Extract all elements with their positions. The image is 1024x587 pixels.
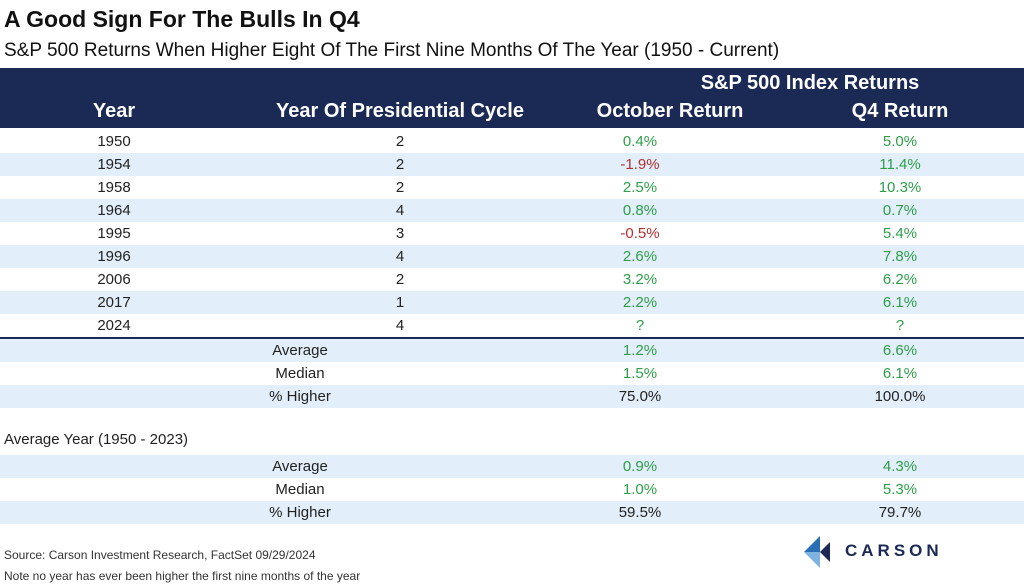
- year-cell: 2006: [97, 271, 131, 288]
- october-return-cell: 2.5%: [622, 179, 658, 196]
- q4-return-cell: 10.3%: [878, 179, 922, 196]
- october-return-cell: -0.5%: [620, 225, 660, 242]
- table-row: 1995 3 -0.5% 5.4%: [0, 222, 1024, 245]
- note-text: Note no year has ever been higher the fi…: [4, 569, 361, 583]
- table-row: 2006 2 3.2% 6.2%: [0, 268, 1024, 291]
- average-year-q4-cell: 79.7%: [878, 504, 922, 521]
- summary-label-cell: % Higher: [269, 388, 331, 405]
- carson-logo: CARSON: [800, 534, 970, 570]
- october-return-cell: 2.2%: [622, 294, 658, 311]
- average-year-label-cell: Average: [272, 458, 328, 475]
- cycle-cell: 2: [395, 179, 405, 196]
- year-cell: 1995: [97, 225, 131, 242]
- summary-q4-cell: 100.0%: [874, 388, 926, 405]
- header-october: October Return: [596, 100, 744, 122]
- table-divider: [0, 337, 1024, 339]
- cycle-cell: 2: [395, 156, 405, 173]
- year-cell: 1996: [97, 248, 131, 265]
- summary-q4-cell: 6.1%: [882, 365, 918, 382]
- table-row: 1996 4 2.6% 7.8%: [0, 245, 1024, 268]
- q4-return-cell: 11.4%: [879, 156, 921, 173]
- table-row: 2024 4??: [0, 314, 1024, 337]
- average-year-row: Average 0.9% 4.3%: [0, 455, 1024, 478]
- october-return-cell: ?: [635, 317, 645, 334]
- year-cell: 1958: [97, 179, 131, 196]
- chart-subtitle: S&P 500 Returns When Higher Eight Of The…: [4, 40, 780, 61]
- average-year-row: Median 1.0% 5.3%: [0, 478, 1024, 501]
- average-year-label-cell: Median: [275, 481, 325, 498]
- carson-logo-text: CARSON: [845, 541, 943, 560]
- cycle-cell: 4: [395, 202, 405, 219]
- chart-title: A Good Sign For The Bulls In Q4: [4, 6, 360, 32]
- carson-logo-mark-icon: [804, 536, 830, 568]
- header-year: Year: [92, 100, 136, 122]
- october-return-cell: -1.9%: [620, 156, 660, 173]
- table-header: S&P 500 Index Returns Year Year Of Presi…: [0, 68, 1024, 128]
- average-year-q4-cell: 5.3%: [882, 481, 918, 498]
- q4-return-cell: 6.2%: [882, 271, 918, 288]
- q4-return-cell: 5.0%: [882, 133, 918, 150]
- october-return-cell: 3.2%: [622, 271, 658, 288]
- table-row: 1964 4 0.8% 0.7%: [0, 199, 1024, 222]
- summary-october-cell: 1.5%: [622, 365, 658, 382]
- header-group-label: S&P 500 Index Returns: [700, 72, 920, 94]
- october-return-cell: 0.8%: [622, 202, 658, 219]
- cycle-cell: 1: [395, 294, 405, 311]
- summary-label-cell: Average: [272, 342, 328, 359]
- summary-row: Median 1.5% 6.1%: [0, 362, 1024, 385]
- q4-return-cell: 6.1%: [882, 294, 918, 311]
- year-cell: 2024: [97, 317, 131, 334]
- average-year-october-cell: 0.9%: [622, 458, 658, 475]
- year-cell: 1950: [97, 133, 131, 150]
- average-year-october-cell: 1.0%: [622, 481, 658, 498]
- table-row: 1954 2 -1.9% 11.4%: [0, 153, 1024, 176]
- q4-return-cell: 0.7%: [882, 202, 918, 219]
- cycle-cell: 4: [395, 317, 405, 334]
- october-return-cell: 0.4%: [622, 133, 658, 150]
- average-year-q4-cell: 4.3%: [882, 458, 918, 475]
- average-year-label-cell: % Higher: [269, 504, 331, 521]
- summary-row: % Higher 75.0% 100.0%: [0, 385, 1024, 408]
- q4-return-cell: ?: [895, 317, 905, 334]
- q4-return-cell: 7.8%: [882, 248, 918, 265]
- q4-return-cell: 5.4%: [882, 225, 918, 242]
- source-text: Source: Carson Investment Research, Fact…: [4, 548, 316, 562]
- year-cell: 1954: [97, 156, 131, 173]
- table-row: 1958 2 2.5% 10.3%: [0, 176, 1024, 199]
- year-cell: 2017: [97, 294, 131, 311]
- average-year-october-cell: 59.5%: [618, 504, 662, 521]
- average-year-row: % Higher 59.5% 79.7%: [0, 501, 1024, 524]
- summary-row: Average 1.2% 6.6%: [0, 339, 1024, 362]
- cycle-cell: 3: [395, 225, 405, 242]
- table-row: 2017 1 2.2% 6.1%: [0, 291, 1024, 314]
- october-return-cell: 2.6%: [622, 248, 658, 265]
- table-row: 1950 2 0.4% 5.0%: [0, 130, 1024, 153]
- year-cell: 1964: [97, 202, 131, 219]
- header-q4: Q4 Return: [851, 100, 949, 122]
- summary-q4-cell: 6.6%: [882, 342, 918, 359]
- average-year-label: Average Year (1950 - 2023): [4, 431, 189, 448]
- header-cycle: Year Of Presidential Cycle: [276, 100, 524, 122]
- summary-october-cell: 1.2%: [622, 342, 658, 359]
- cycle-cell: 2: [395, 133, 405, 150]
- summary-label-cell: Median: [275, 365, 325, 382]
- cycle-cell: 2: [395, 271, 405, 288]
- summary-october-cell: 75.0%: [618, 388, 662, 405]
- cycle-cell: 4: [395, 248, 405, 265]
